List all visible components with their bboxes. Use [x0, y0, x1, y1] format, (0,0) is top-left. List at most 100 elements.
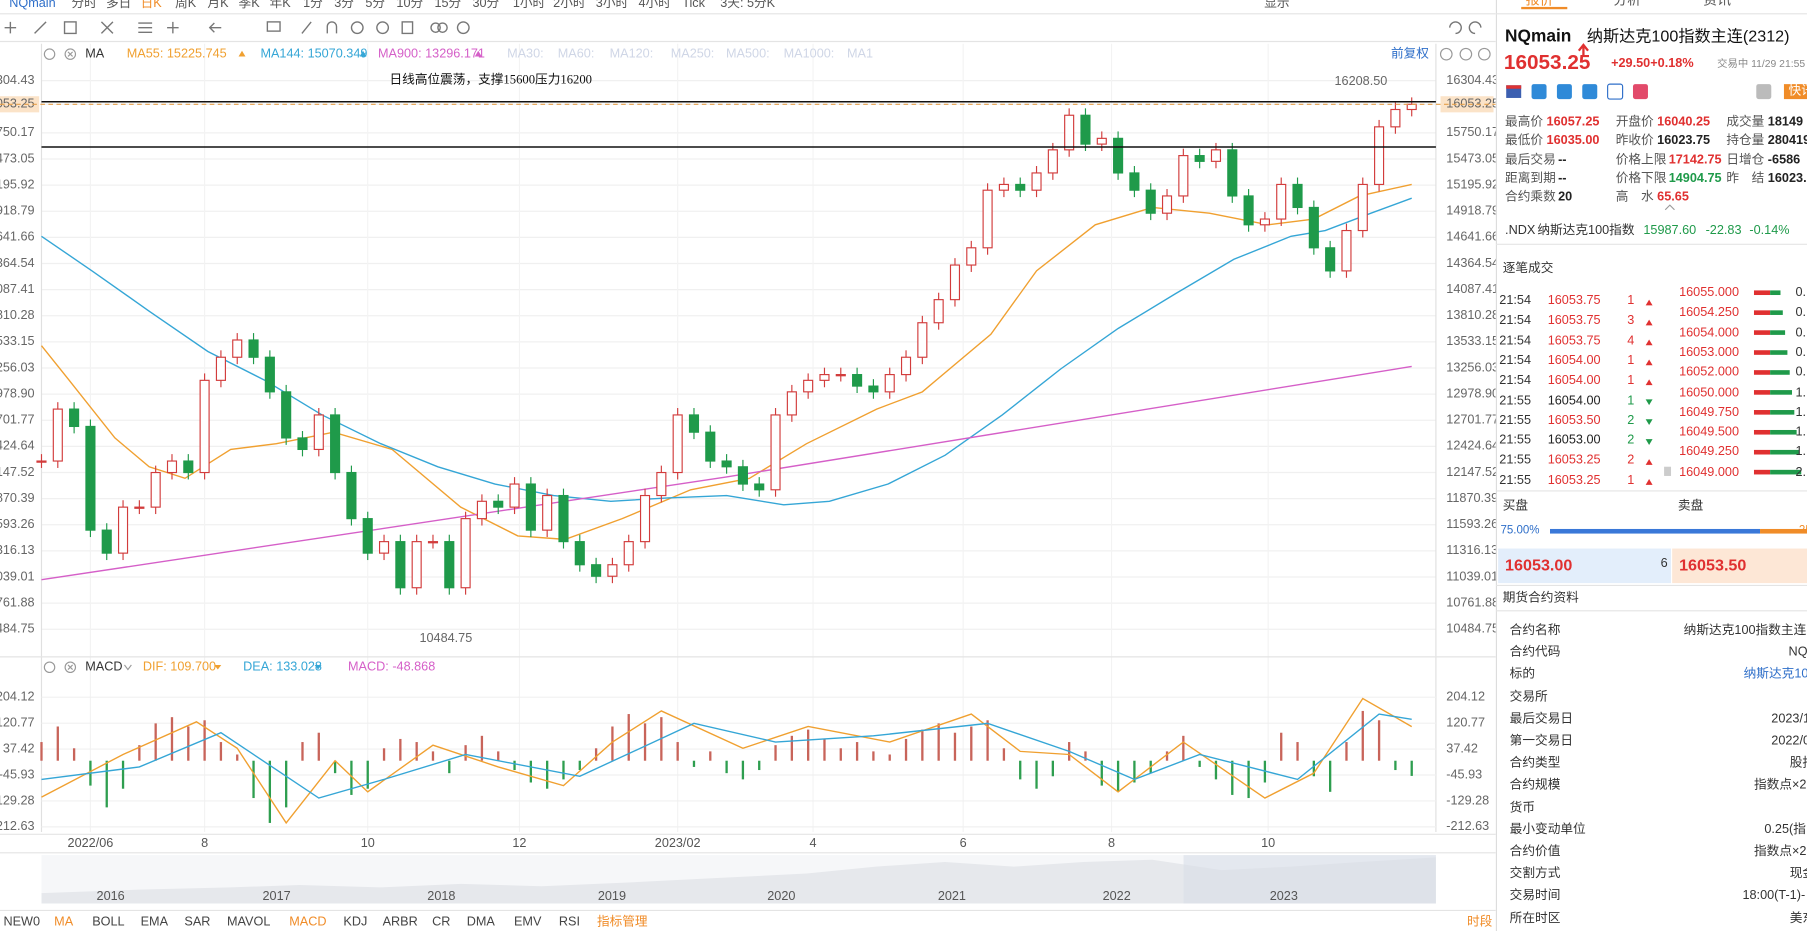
y-tick-label: 11039.01	[0, 569, 35, 583]
candle	[493, 500, 504, 508]
legend-item-inactive: MA1	[847, 47, 873, 61]
level-bar-sell	[1753, 449, 1771, 455]
candle	[982, 189, 993, 249]
y-tick-label: 14918.79	[0, 204, 35, 218]
macd-bar	[138, 745, 141, 761]
period-tab[interactable]: 月K	[207, 0, 229, 10]
quote-tab[interactable]: 资讯	[1703, 0, 1731, 9]
trade-qty: 1	[1627, 393, 1635, 408]
adjust-button[interactable]: 前复权	[1391, 46, 1429, 61]
period-tab[interactable]: 3天: 5分K	[720, 0, 775, 10]
period-tab[interactable]: 分时	[71, 0, 97, 10]
indicator-tab[interactable]: MA	[54, 914, 74, 928]
indicator-manage[interactable]: 指标管理	[597, 914, 648, 928]
macd-bar	[285, 760, 288, 808]
ask-price[interactable]: 16053.50	[1679, 555, 1747, 574]
y-tick-label: 12424.64	[1446, 439, 1496, 453]
display-menu[interactable]: 显示	[1264, 0, 1289, 10]
macd-bar	[578, 760, 581, 771]
stat-value: 20	[1558, 190, 1573, 205]
quote-tab[interactable]: 分析	[1613, 0, 1642, 9]
indicator-tab[interactable]: CR	[432, 914, 450, 928]
indicator-tab[interactable]: RSI	[559, 914, 580, 928]
candle	[1243, 195, 1254, 226]
period-tab[interactable]: 1小时	[513, 0, 546, 10]
period-tab[interactable]: 3小时	[596, 0, 629, 10]
bid-price[interactable]: 16053.00	[1505, 555, 1573, 574]
macd-bar	[1002, 748, 1006, 761]
overview-selection[interactable]	[1183, 855, 1436, 904]
y-tick-label: 14364.54	[1446, 256, 1496, 270]
y-tick-label: 16304.43	[0, 73, 35, 87]
x-tick-label: 12	[512, 836, 526, 850]
y-tick-label: -129.28	[1446, 793, 1489, 807]
indicator-tab[interactable]: SAR	[184, 914, 210, 928]
macd-bar	[888, 754, 891, 761]
period-tab[interactable]: 3分	[334, 0, 354, 10]
period-tab[interactable]: 15分	[434, 0, 461, 10]
stat-value: --	[1558, 171, 1567, 186]
period-tab[interactable]: 4小时	[638, 0, 671, 10]
candle	[1113, 137, 1124, 174]
y-tick-label: 120.77	[0, 715, 35, 729]
period-tab[interactable]: 10分	[396, 0, 423, 10]
contract-label: 标的	[1509, 667, 1536, 682]
macd-bar	[121, 760, 125, 789]
quote-tab[interactable]: 报价	[1525, 0, 1554, 9]
candle	[737, 466, 748, 485]
period-tab[interactable]: 季K	[239, 0, 261, 10]
period-tab[interactable]: 30分	[472, 0, 499, 10]
legend-arrow	[238, 50, 246, 57]
stat-value: 16023.75	[1657, 134, 1711, 148]
period-tab[interactable]: 多日	[106, 0, 131, 10]
candle	[330, 414, 341, 474]
candle	[884, 374, 895, 393]
trade-price: 16054.00	[1547, 353, 1601, 368]
indicator-tab[interactable]: DMA	[467, 914, 496, 928]
indicator-tab[interactable]: EMA	[141, 914, 169, 928]
period-tab[interactable]: 周K	[175, 0, 197, 10]
indicator-tab[interactable]: NEW0	[3, 914, 40, 928]
candle	[558, 494, 569, 543]
contract-value: 2022/0	[1771, 734, 1807, 748]
period-tab[interactable]: 2小时	[553, 0, 586, 10]
indicator-tab[interactable]: MAVOL	[227, 914, 270, 928]
contract-value: NQ	[1788, 645, 1807, 660]
period-tab[interactable]: 5分	[365, 0, 385, 10]
session-button[interactable]: 时段	[1467, 914, 1493, 928]
y-tick-label: 15473.05	[0, 151, 35, 165]
period-tab[interactable]: 日K	[141, 0, 163, 10]
level-bar-sell	[1753, 429, 1771, 435]
level-price: 16053.000	[1679, 345, 1740, 360]
y-tick-label: 13533.15	[1446, 334, 1496, 348]
quick-news-button[interactable]: 快讯	[1783, 84, 1807, 100]
period-tab[interactable]: 1分	[303, 0, 323, 10]
contract-label: 最小变动单位	[1509, 822, 1586, 837]
candle	[656, 471, 667, 497]
indicator-tab[interactable]: KDJ	[343, 914, 367, 928]
candle	[949, 264, 961, 301]
y-tick-label: -129.28	[0, 793, 35, 807]
legend-arrow	[359, 50, 367, 57]
indicator-tab[interactable]: BOLL	[92, 914, 124, 928]
candle	[166, 460, 178, 474]
contract-value: 0.25(指	[1764, 822, 1806, 837]
stat-value: 17142.75	[1668, 152, 1722, 167]
annotation: 日线高位震荡，支撑15600压力16200	[390, 72, 592, 87]
indicator-tab[interactable]: MACD	[289, 914, 326, 928]
y-tick-label: 15750.17	[0, 125, 35, 139]
trade-price: 16053.00	[1547, 433, 1601, 448]
period-tab[interactable]: Tick	[682, 0, 705, 10]
indicator-tab[interactable]: EMV	[514, 914, 542, 928]
indicator-tab[interactable]: ARBR	[383, 914, 418, 928]
collapse-icon[interactable]	[1664, 204, 1675, 211]
candle	[623, 541, 634, 566]
x-tick-label: 6	[960, 836, 967, 850]
candle	[1406, 103, 1417, 111]
y-tick-label: 15750.17	[1446, 125, 1496, 139]
period-tab[interactable]: 年K	[270, 0, 292, 10]
candle	[1015, 183, 1026, 191]
macd-bar	[1019, 760, 1022, 780]
macd-bar	[1035, 760, 1038, 789]
